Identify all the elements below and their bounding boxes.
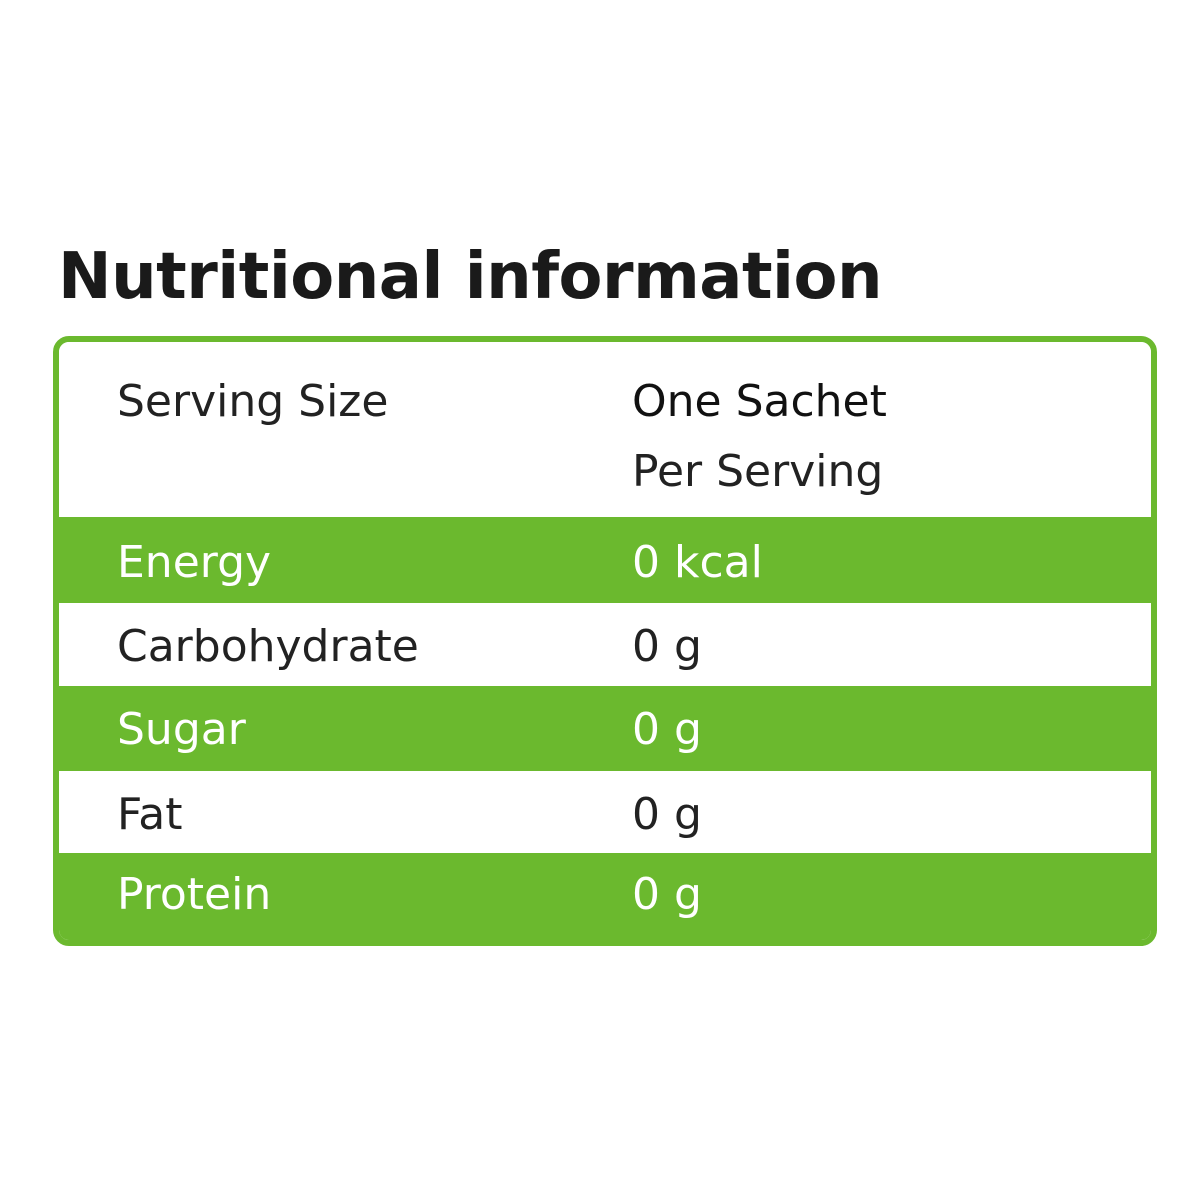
nutrient-label: Sugar xyxy=(117,704,246,755)
table-row: Protein 0 g xyxy=(59,853,1151,940)
nutrient-label: Fat xyxy=(117,789,183,840)
page-title: Nutritional information xyxy=(58,240,883,314)
serving-size-row: Serving Size One Sachet Per Serving xyxy=(59,342,1151,517)
nutrient-value: 0 g xyxy=(632,621,702,672)
table-row: Sugar 0 g xyxy=(59,686,1151,771)
nutrient-label: Energy xyxy=(117,537,272,588)
nutrition-table: Serving Size One Sachet Per Serving Ener… xyxy=(53,336,1157,946)
serving-size-label: Serving Size xyxy=(117,376,389,427)
nutrient-value: 0 g xyxy=(632,789,702,840)
nutrient-label: Carbohydrate xyxy=(117,621,419,672)
nutrient-value: 0 g xyxy=(632,869,702,920)
serving-size-value: One Sachet xyxy=(632,376,887,427)
nutrient-value: 0 g xyxy=(632,704,702,755)
table-row: Carbohydrate 0 g xyxy=(59,603,1151,686)
nutrient-value: 0 kcal xyxy=(632,537,763,588)
table-row: Fat 0 g xyxy=(59,771,1151,853)
per-serving-label: Per Serving xyxy=(632,446,884,497)
table-row: Energy 0 kcal xyxy=(59,517,1151,603)
nutrient-label: Protein xyxy=(117,869,272,920)
